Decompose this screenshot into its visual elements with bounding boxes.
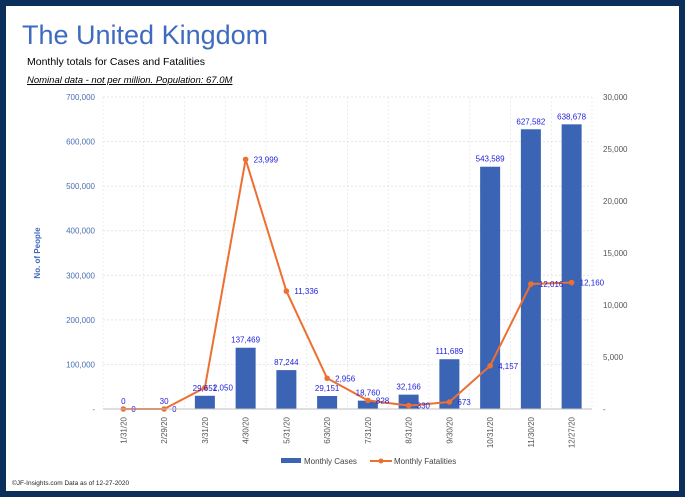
y-right-tick-label: 5,000 xyxy=(603,353,624,362)
x-tick-label: 12/27/20 xyxy=(568,416,577,448)
data-label-cases: 18,760 xyxy=(356,389,381,398)
x-tick-label: 8/31/20 xyxy=(405,416,414,443)
bar-cases xyxy=(276,370,297,409)
x-tick-label: 9/30/20 xyxy=(445,416,454,443)
data-label-cases: 0 xyxy=(121,397,126,406)
y-left-tick-label: 400,000 xyxy=(66,227,95,236)
x-tick-label: 1/31/20 xyxy=(119,416,128,443)
y-left-tick-label: 600,000 xyxy=(66,138,95,147)
x-tick-label: 4/30/20 xyxy=(242,416,251,443)
legend: Monthly Cases Monthly Fatalities xyxy=(281,457,456,466)
data-label-cases: 29,151 xyxy=(315,384,340,393)
data-label-fatalities: 4,157 xyxy=(498,362,519,371)
x-tick-label: 11/30/20 xyxy=(527,416,536,447)
y-right-tick-label: 20,000 xyxy=(603,197,628,206)
bars-cases xyxy=(154,124,582,409)
footer-credit: ©JF-Insights.com Data as of 12-27-2020 xyxy=(12,480,130,487)
data-label-fatalities: 673 xyxy=(457,398,471,407)
y-right-tick-label: - xyxy=(603,405,606,414)
page-title: The United Kingdom xyxy=(22,20,269,50)
gridlines xyxy=(102,96,593,409)
y-right-tick-label: 25,000 xyxy=(603,145,628,154)
marker-fatalities xyxy=(202,384,208,391)
data-label-cases: 29,651 xyxy=(193,384,218,393)
y-right-tick-label: 15,000 xyxy=(603,249,628,258)
bar-cases xyxy=(194,395,215,409)
data-label-cases: 543,589 xyxy=(476,155,505,164)
y-left-tick-label: - xyxy=(92,405,95,414)
x-tick-label: 5/31/20 xyxy=(282,416,291,443)
marker-fatalities xyxy=(446,399,453,405)
bar-cases xyxy=(317,396,338,409)
data-label-cases: 638,678 xyxy=(557,112,586,121)
marker-fatalities xyxy=(405,402,412,409)
marker-fatalities xyxy=(242,156,249,163)
y-right-tick-label: 10,000 xyxy=(603,301,628,310)
legend-label-cases: Monthly Cases xyxy=(304,457,357,466)
marker-fatalities xyxy=(487,362,493,369)
data-label-fatalities: 12,160 xyxy=(580,279,605,288)
marker-fatalities xyxy=(528,281,534,287)
x-tick-label: 2/29/20 xyxy=(160,416,169,443)
data-label-fatalities: 330 xyxy=(417,402,431,411)
bar-cases xyxy=(480,166,501,409)
data-label-fatalities: 23,999 xyxy=(254,155,279,164)
legend-marker-fatalities xyxy=(378,458,384,464)
axes: - 100,000 200,000 300,000 400,000 500,000 600,… xyxy=(66,93,628,448)
chart-note: Nominal data - not per million. Populati… xyxy=(27,75,233,86)
y-right-tick-label: 30,000 xyxy=(603,93,628,102)
y-left-tick-label: 300,000 xyxy=(66,271,95,280)
bar-cases xyxy=(235,347,256,409)
bar-cases xyxy=(357,400,378,409)
marker-fatalities xyxy=(365,397,371,404)
data-labels: 0 30 29,651 137,469 87,244 29,151 18,760 32,166… xyxy=(121,112,604,414)
line-fatalities xyxy=(120,156,575,412)
x-tick-label: 3/31/20 xyxy=(201,416,210,443)
x-tick-label: 10/31/20 xyxy=(486,416,495,448)
x-tick-label: 7/31/20 xyxy=(364,416,373,443)
y-left-tick-label: 700,000 xyxy=(66,93,95,102)
data-label-fatalities: 2,050 xyxy=(213,384,234,393)
marker-fatalities xyxy=(568,279,575,286)
data-label-fatalities: 2,956 xyxy=(335,374,356,383)
y-left-tick-label: 200,000 xyxy=(66,316,95,325)
data-label-cases: 627,582 xyxy=(516,117,545,126)
marker-fatalities xyxy=(324,375,330,382)
data-label-fatalities: 11,336 xyxy=(294,287,318,296)
legend-swatch-cases xyxy=(281,458,301,463)
chart-subtitle: Monthly totals for Cases and Fatalities xyxy=(27,56,205,68)
data-label-cases: 32,166 xyxy=(396,383,421,392)
y-left-tick-label: 100,000 xyxy=(66,360,95,369)
data-label-cases: 137,469 xyxy=(231,336,260,345)
data-label-cases: 30 xyxy=(160,397,169,406)
x-tick-label: 6/30/20 xyxy=(323,416,332,443)
legend-label-fatalities: Monthly Fatalities xyxy=(394,457,456,466)
marker-fatalities xyxy=(283,288,290,294)
y-left-tick-label: 500,000 xyxy=(66,182,95,191)
data-label-fatalities: 828 xyxy=(376,396,390,405)
data-label-fatalities: 12,016 xyxy=(539,280,564,289)
data-label-cases: 111,689 xyxy=(436,347,464,356)
bar-cases xyxy=(520,129,541,409)
y-axis-label: No. of People xyxy=(33,227,42,279)
line-fatalities-path xyxy=(123,159,572,410)
data-label-cases: 87,244 xyxy=(274,358,299,367)
bar-cases xyxy=(561,124,582,409)
